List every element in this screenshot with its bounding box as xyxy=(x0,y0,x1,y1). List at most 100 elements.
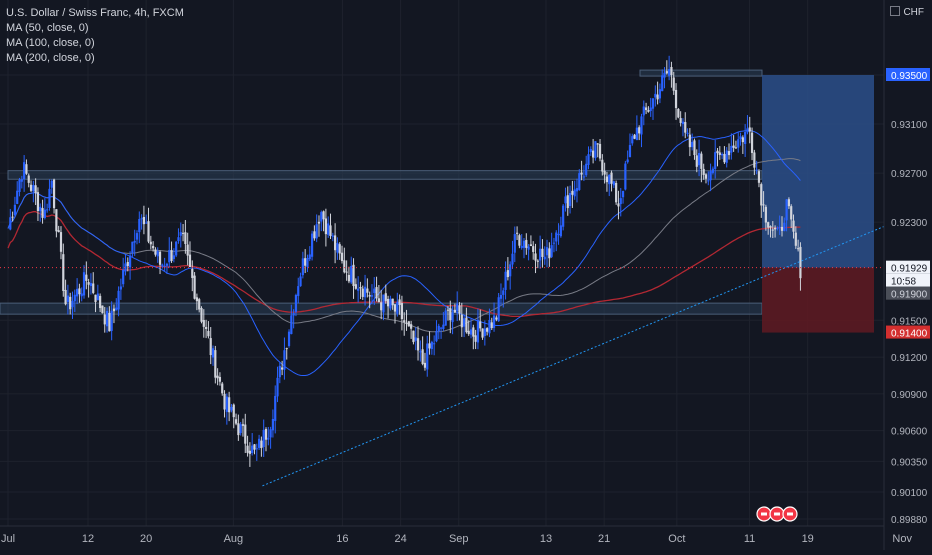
candle-body[interactable] xyxy=(80,293,83,297)
candle-body[interactable] xyxy=(465,317,468,333)
candle-body[interactable] xyxy=(541,248,544,257)
candle-body[interactable] xyxy=(674,89,678,108)
candle-body[interactable] xyxy=(165,263,169,266)
candle-body[interactable] xyxy=(734,147,738,149)
candle-body[interactable] xyxy=(85,274,88,281)
candle-body[interactable] xyxy=(794,232,797,246)
candle-body[interactable] xyxy=(145,222,148,224)
candle-body[interactable] xyxy=(373,288,376,294)
candle-body[interactable] xyxy=(322,211,325,220)
candle-body[interactable] xyxy=(391,298,394,306)
candle-body[interactable] xyxy=(679,118,682,123)
candle-body[interactable] xyxy=(207,330,210,337)
candle-body[interactable] xyxy=(532,246,535,252)
candle-body[interactable] xyxy=(211,348,215,358)
candle-body[interactable] xyxy=(515,232,519,234)
candle-body[interactable] xyxy=(255,448,258,450)
candle-body[interactable] xyxy=(20,179,23,182)
candle-body[interactable] xyxy=(771,229,774,231)
candle-body[interactable] xyxy=(797,248,800,250)
candle-body[interactable] xyxy=(202,320,205,327)
candle-body[interactable] xyxy=(421,349,424,365)
candle-body[interactable] xyxy=(195,297,198,302)
candle-body[interactable] xyxy=(681,121,685,125)
candle-body[interactable] xyxy=(200,308,203,322)
candle-body[interactable] xyxy=(112,308,116,312)
candle-body[interactable] xyxy=(635,127,638,141)
candle-body[interactable] xyxy=(380,302,383,311)
candle-body[interactable] xyxy=(287,331,291,347)
candle-body[interactable] xyxy=(205,327,208,329)
candle-body[interactable] xyxy=(757,171,761,183)
currency-label[interactable]: CHF xyxy=(890,6,924,18)
candle-body[interactable] xyxy=(472,327,475,337)
candle-body[interactable] xyxy=(467,330,470,335)
candle-body[interactable] xyxy=(96,293,99,301)
candle-body[interactable] xyxy=(131,241,134,254)
candle-body[interactable] xyxy=(354,284,357,289)
candle-body[interactable] xyxy=(626,159,629,163)
candle-body[interactable] xyxy=(511,253,514,265)
candle-body[interactable] xyxy=(168,250,171,263)
candle-body[interactable] xyxy=(737,139,740,148)
candle-body[interactable] xyxy=(62,254,65,291)
candle-body[interactable] xyxy=(186,244,189,256)
candle-body[interactable] xyxy=(721,154,724,156)
candle-body[interactable] xyxy=(237,423,240,436)
candle-body[interactable] xyxy=(638,127,641,134)
candle-body[interactable] xyxy=(513,234,516,253)
candle-body[interactable] xyxy=(661,75,664,92)
candle-body[interactable] xyxy=(725,150,728,163)
candle-body[interactable] xyxy=(285,348,288,350)
candle-body[interactable] xyxy=(492,315,496,328)
candle-body[interactable] xyxy=(50,180,53,188)
candle-body[interactable] xyxy=(552,242,556,244)
candle-body[interactable] xyxy=(66,295,69,302)
candle-body[interactable] xyxy=(564,196,567,204)
candle-body[interactable] xyxy=(426,343,429,370)
candle-body[interactable] xyxy=(428,343,431,349)
candle-body[interactable] xyxy=(787,199,791,207)
candle-body[interactable] xyxy=(594,141,597,159)
candle-body[interactable] xyxy=(446,309,450,311)
candle-body[interactable] xyxy=(103,314,106,325)
candle-body[interactable] xyxy=(769,226,772,228)
ma50-legend[interactable]: MA (50, close, 0) xyxy=(6,22,89,34)
candle-body[interactable] xyxy=(741,137,744,143)
candle-body[interactable] xyxy=(479,321,482,329)
candle-body[interactable] xyxy=(697,152,701,166)
candle-body[interactable] xyxy=(504,271,507,290)
candle-body[interactable] xyxy=(704,174,708,179)
candle-body[interactable] xyxy=(156,251,159,257)
candle-body[interactable] xyxy=(702,168,705,175)
candle-body[interactable] xyxy=(571,190,574,195)
candle-body[interactable] xyxy=(603,170,606,175)
candle-body[interactable] xyxy=(410,324,413,329)
candle-body[interactable] xyxy=(297,286,300,297)
candle-body[interactable] xyxy=(320,212,323,222)
candle-body[interactable] xyxy=(241,424,245,426)
candle-body[interactable] xyxy=(239,424,242,434)
candle-body[interactable] xyxy=(476,319,480,343)
candle-body[interactable] xyxy=(746,128,749,133)
candle-body[interactable] xyxy=(221,383,224,394)
candle-body[interactable] xyxy=(110,310,113,331)
candle-body[interactable] xyxy=(76,288,79,297)
candle-body[interactable] xyxy=(64,289,67,305)
candle-body[interactable] xyxy=(331,235,334,237)
candle-body[interactable] xyxy=(271,418,275,431)
candle-body[interactable] xyxy=(555,232,558,242)
candle-body[interactable] xyxy=(124,263,127,272)
candle-body[interactable] xyxy=(444,310,447,326)
candle-body[interactable] xyxy=(177,237,180,242)
candle-body[interactable] xyxy=(225,396,228,412)
candle-body[interactable] xyxy=(739,136,742,140)
candle-body[interactable] xyxy=(253,444,256,450)
candle-body[interactable] xyxy=(557,233,560,235)
candle-body[interactable] xyxy=(46,209,49,211)
candle-body[interactable] xyxy=(29,184,33,191)
candle-body[interactable] xyxy=(559,225,562,237)
candle-body[interactable] xyxy=(502,290,505,295)
candle-body[interactable] xyxy=(499,294,503,299)
candle-body[interactable] xyxy=(506,270,509,278)
